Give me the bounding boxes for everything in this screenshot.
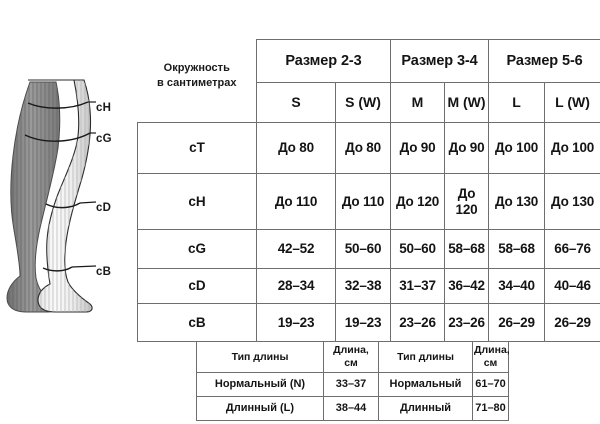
cell-ct-m: До 90: [390, 122, 446, 174]
cell-cb-mw: 23–26: [444, 303, 490, 342]
measure-band-cH: [27, 101, 96, 109]
cell-ct-lw: До 100: [544, 122, 600, 174]
leg-measurement-diagram: cH cG cD cB: [0, 78, 136, 318]
cell-ct-l: До 100: [488, 122, 546, 174]
length-cell-long-name-2: Длинный: [378, 396, 473, 422]
length-cell-normal-name: Нормальный (N): [196, 372, 324, 398]
table-row: cB 19–23 19–23 23–26 23–26 26–29 26–29: [137, 303, 600, 342]
cell-cd-l: 34–40: [488, 268, 546, 304]
table-row: cG 42–52 50–60 50–60 58–68 58–68 66–76: [137, 229, 600, 269]
length-header-type-1-line1: Тип длины: [231, 350, 289, 363]
cell-ch-m: До 120: [390, 173, 446, 230]
table-row: cT До 80 До 80 До 90 До 90 До 100 До 100: [137, 122, 600, 174]
corner-label-line1: Окружность: [163, 62, 230, 75]
length-cell-normal-name-2: Нормальный: [378, 372, 473, 398]
length-header-len-2-line2: см: [483, 357, 498, 370]
group-header-5-6: Размер 5-6: [488, 39, 600, 83]
group-header-2-3: Размер 2-3: [255, 39, 392, 83]
size-chart-table: Окружность в сантиметрах Размер 2-3 Разм…: [137, 39, 600, 342]
table-row: Нормальный (N) 33–37 Нормальный 61–70: [196, 372, 509, 398]
length-header-type-2: Тип длины: [378, 340, 473, 374]
row-label-ct: cT: [137, 122, 257, 174]
cell-cg-sw: 50–60: [334, 229, 392, 269]
cell-cd-sw: 32–38: [334, 268, 392, 304]
cell-cd-lw: 40–46: [544, 268, 600, 304]
size-header-l: L: [488, 82, 546, 123]
length-cell-normal-value-2: 61–70: [472, 372, 509, 398]
length-header-len-1-line2: см: [344, 357, 358, 370]
length-cell-long-value-2: 71–80: [472, 396, 509, 422]
leg-label-ch: cH: [96, 102, 112, 114]
cell-cb-s: 19–23: [256, 303, 336, 342]
measure-band-cD: [45, 201, 97, 209]
cell-cb-m: 23–26: [390, 303, 446, 342]
cell-cg-m: 50–60: [390, 229, 446, 269]
cell-cd-m: 31–37: [390, 268, 446, 304]
cell-ch-mw: До 120: [444, 173, 490, 230]
length-header-len-1-line1: Длина,: [333, 344, 369, 356]
table-row: cD 28–34 32–38 31–37 36–42 34–40 40–46: [137, 268, 600, 304]
leg-label-cg: cG: [96, 133, 112, 145]
table-header-size-row: S S (W) M M (W) L L (W): [138, 82, 600, 123]
cell-ct-s: До 80: [256, 122, 336, 174]
length-header-type-2-line1: Тип длины: [397, 350, 454, 363]
table-header-group-row: Окружность в сантиметрах Размер 2-3 Разм…: [138, 39, 600, 89]
length-header-len-2: Длина, см: [472, 340, 510, 374]
measure-band-cB: [42, 265, 97, 272]
row-label-cg: cG: [137, 229, 257, 269]
cell-cb-l: 26–29: [488, 303, 546, 342]
size-header-m: M: [390, 82, 446, 123]
cell-ct-sw: До 80: [334, 122, 392, 174]
cell-cd-s: 28–34: [256, 268, 336, 304]
size-header-s-w: S (W): [334, 82, 392, 123]
leg-label-cd: cD: [96, 202, 112, 214]
cell-ch-s: До 110: [256, 173, 336, 230]
cell-cb-sw: 19–23: [334, 303, 392, 342]
size-header-l-w: L (W): [544, 82, 600, 123]
table-row: Длинный (L) 38–44 Длинный 71–80: [196, 396, 509, 422]
cell-ch-sw: До 110: [334, 173, 392, 230]
leg-label-cb: cB: [96, 266, 112, 278]
cell-ch-lw: До 130: [544, 173, 600, 230]
length-cell-long-value: 38–44: [323, 396, 379, 422]
length-header-len-2-line1: Длина,: [474, 344, 510, 356]
leg-illustration-svg: [6, 79, 97, 313]
length-header-len-1: Длина, см: [323, 340, 379, 374]
length-cell-normal-value: 33–37: [323, 372, 379, 398]
cell-cg-s: 42–52: [256, 229, 336, 269]
length-cell-long-name: Длинный (L): [196, 396, 324, 422]
cell-ct-mw: До 90: [444, 122, 490, 174]
cell-cg-lw: 66–76: [544, 229, 600, 269]
group-header-3-4: Размер 3-4: [390, 39, 490, 83]
row-label-cb: cB: [137, 303, 257, 342]
cell-cb-lw: 26–29: [544, 303, 600, 342]
length-header-row: Тип длины Длина, см Тип длины Длина, см: [196, 340, 510, 374]
corner-label-cell: Окружность в сантиметрах: [138, 40, 257, 123]
cell-ch-l: До 130: [488, 173, 546, 230]
table-row: cH До 110 До 110 До 120 До 120 До 130 До…: [137, 173, 600, 230]
cell-cg-mw: 58–68: [444, 229, 490, 269]
cell-cd-mw: 36–42: [444, 268, 490, 304]
size-header-s: S: [256, 82, 336, 123]
corner-label-line2: в сантиметрах: [157, 77, 237, 90]
length-chart-table: Тип длины Длина, см Тип длины Длина, см …: [196, 340, 510, 422]
row-label-ch: cH: [137, 173, 257, 230]
row-label-cd: cD: [137, 268, 257, 304]
cell-cg-l: 58–68: [488, 229, 546, 269]
measure-band-cG: [24, 132, 96, 142]
size-header-m-w: M (W): [444, 82, 490, 123]
length-header-type-1: Тип длины: [196, 340, 324, 374]
